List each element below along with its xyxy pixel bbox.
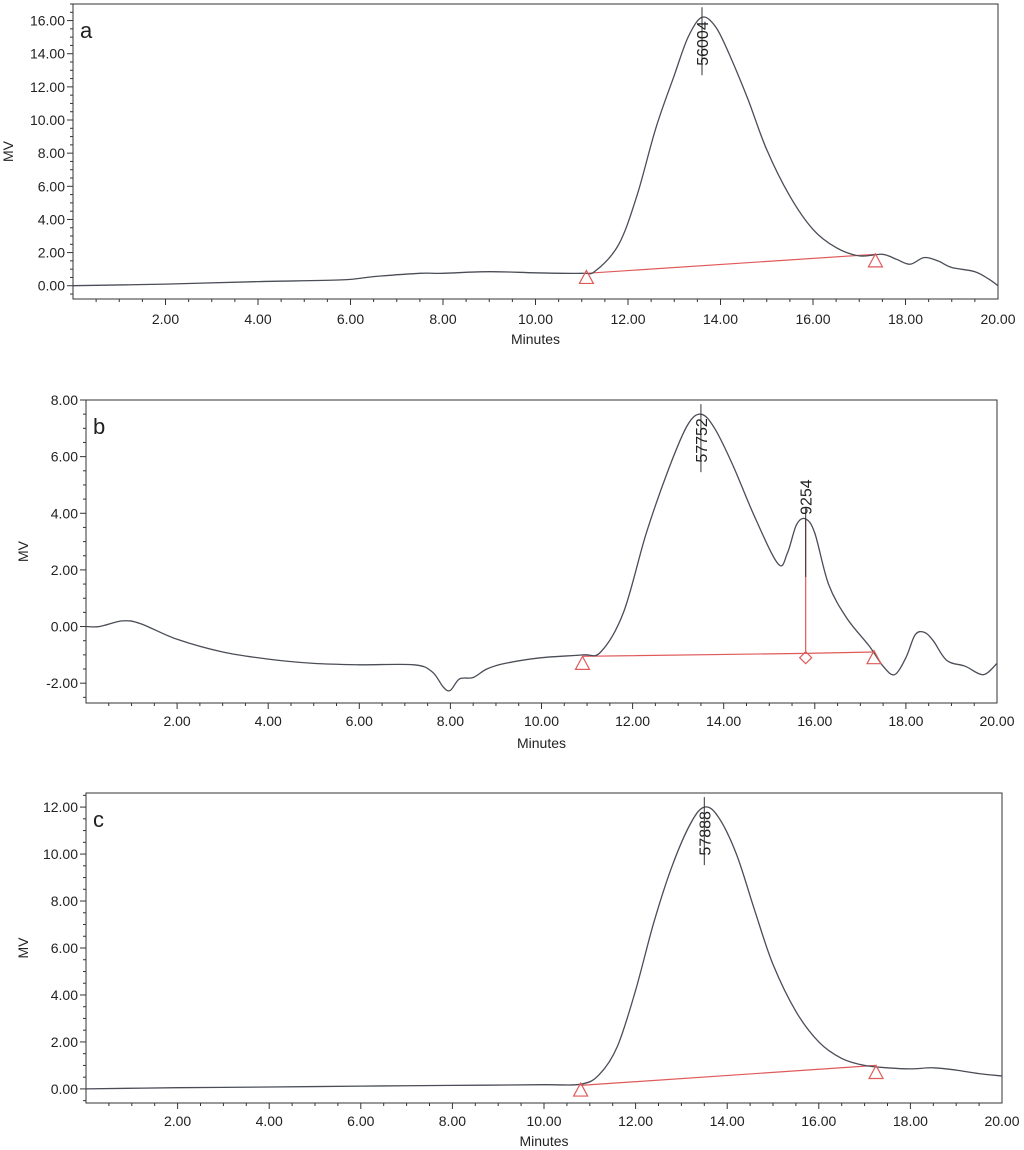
- x-tick-label: 20.00: [984, 1113, 1019, 1129]
- x-axis-label: Minutes: [511, 331, 560, 347]
- peak-label: 56004: [695, 21, 712, 66]
- x-tick-label: 10.00: [518, 311, 553, 327]
- chart-panel-a: 2.00 4.00 6.00 8.00 10.00 12.00 14.00 16.00 18.0…: [0, 3, 1016, 347]
- x-tick-label: 6.00: [346, 713, 373, 729]
- baseline-marker-triangle: [574, 655, 591, 670]
- x-tick-label: 14.00: [710, 1113, 745, 1129]
- x-tick-label: 8.00: [439, 1113, 466, 1129]
- peak-label: 9254: [799, 479, 816, 515]
- x-tick-label: 10.00: [526, 1113, 561, 1129]
- y-axis-label: MV: [15, 540, 31, 562]
- y-tick-label: 4.00: [51, 987, 78, 1003]
- x-tick-label: 2.00: [152, 311, 179, 327]
- baseline-marker-triangle: [578, 269, 595, 285]
- x-tick-label: 2.00: [163, 713, 190, 729]
- x-tick-label: 8.00: [429, 311, 456, 327]
- x-tick-label: 18.00: [893, 1113, 928, 1129]
- baseline-marker-diamond: [798, 650, 813, 665]
- x-tick-label: 4.00: [244, 311, 271, 327]
- x-tick-label: 6.00: [337, 311, 364, 327]
- panel-label: c: [93, 807, 104, 832]
- peak-label: 57752: [694, 418, 711, 463]
- y-tick-label: 10.00: [43, 846, 78, 862]
- integration-baseline: [582, 651, 875, 657]
- x-tick-label: 10.00: [524, 713, 559, 729]
- plot-frame: [72, 3, 999, 300]
- x-axis-label: Minutes: [517, 735, 566, 751]
- baseline-marker-triangle: [868, 1064, 885, 1080]
- y-tick-label: 6.00: [51, 940, 78, 956]
- baseline-marker-triangle: [572, 1081, 589, 1097]
- x-tick-label: 16.00: [801, 1113, 836, 1129]
- y-tick-label: 4.00: [51, 505, 78, 521]
- y-tick-label: 10.00: [30, 112, 65, 128]
- y-axis-label: MV: [0, 140, 16, 162]
- x-tick-label: 18.00: [888, 311, 923, 327]
- y-tick-label: 4.00: [38, 211, 65, 227]
- x-tick-label: 8.00: [437, 713, 464, 729]
- signal-trace: [72, 16, 999, 287]
- signal-trace: [85, 413, 998, 692]
- y-tick-label: 12.00: [43, 799, 78, 815]
- integration-baseline: [586, 253, 876, 274]
- x-tick-label: 12.00: [615, 713, 650, 729]
- y-tick-label: 2.00: [51, 1034, 78, 1050]
- y-axis-label: MV: [15, 937, 31, 959]
- y-tick-label: 8.00: [38, 145, 65, 161]
- y-tick-label: 2.00: [38, 245, 65, 261]
- x-tick-label: 12.00: [618, 1113, 653, 1129]
- baseline-marker-triangle: [867, 252, 884, 268]
- chart-panel-b: 2.00 4.00 6.00 8.00 10.00 12.00 14.00 16.00 18.0…: [15, 392, 1015, 751]
- x-tick-label: 4.00: [256, 1113, 283, 1129]
- x-axis-label: Minutes: [519, 1133, 568, 1149]
- y-tick-label: 14.00: [30, 46, 65, 62]
- y-tick-label: 6.00: [38, 178, 65, 194]
- y-tick-label: 0.00: [51, 1081, 78, 1097]
- x-tick-label: 12.00: [610, 311, 645, 327]
- baseline-marker-triangle: [866, 649, 883, 665]
- x-tick-label: 14.00: [706, 713, 741, 729]
- y-tick-label: 16.00: [30, 13, 65, 29]
- y-tick-label: 2.00: [51, 562, 78, 578]
- y-tick-label: 12.00: [30, 79, 65, 95]
- panel-label: b: [93, 414, 105, 439]
- y-tick-label: 6.00: [51, 449, 78, 465]
- x-tick-label: 2.00: [164, 1113, 191, 1129]
- x-tick-label: 18.00: [888, 713, 923, 729]
- x-tick-label: 4.00: [255, 713, 282, 729]
- integration-baseline: [580, 1064, 877, 1086]
- signal-trace: [85, 806, 1003, 1090]
- y-tick-label: 0.00: [51, 619, 78, 635]
- y-tick-label: 8.00: [51, 893, 78, 909]
- plot-frame: [85, 792, 1003, 1104]
- x-tick-label: 6.00: [347, 1113, 374, 1129]
- x-tick-label: 20.00: [979, 713, 1014, 729]
- chart-panel-c: 2.00 4.00 6.00 8.00 10.00 12.00 14.00 16.00 18.0…: [15, 792, 1020, 1149]
- peak-label: 57888: [697, 811, 714, 856]
- x-tick-label: 16.00: [795, 311, 830, 327]
- y-tick-label: 8.00: [51, 392, 78, 408]
- y-tick-label: 0.00: [38, 278, 65, 294]
- y-tick-label: -2.00: [46, 675, 78, 691]
- x-tick-label: 20.00: [980, 311, 1015, 327]
- x-tick-label: 16.00: [797, 713, 832, 729]
- x-tick-label: 14.00: [703, 311, 738, 327]
- panel-label: a: [80, 18, 93, 43]
